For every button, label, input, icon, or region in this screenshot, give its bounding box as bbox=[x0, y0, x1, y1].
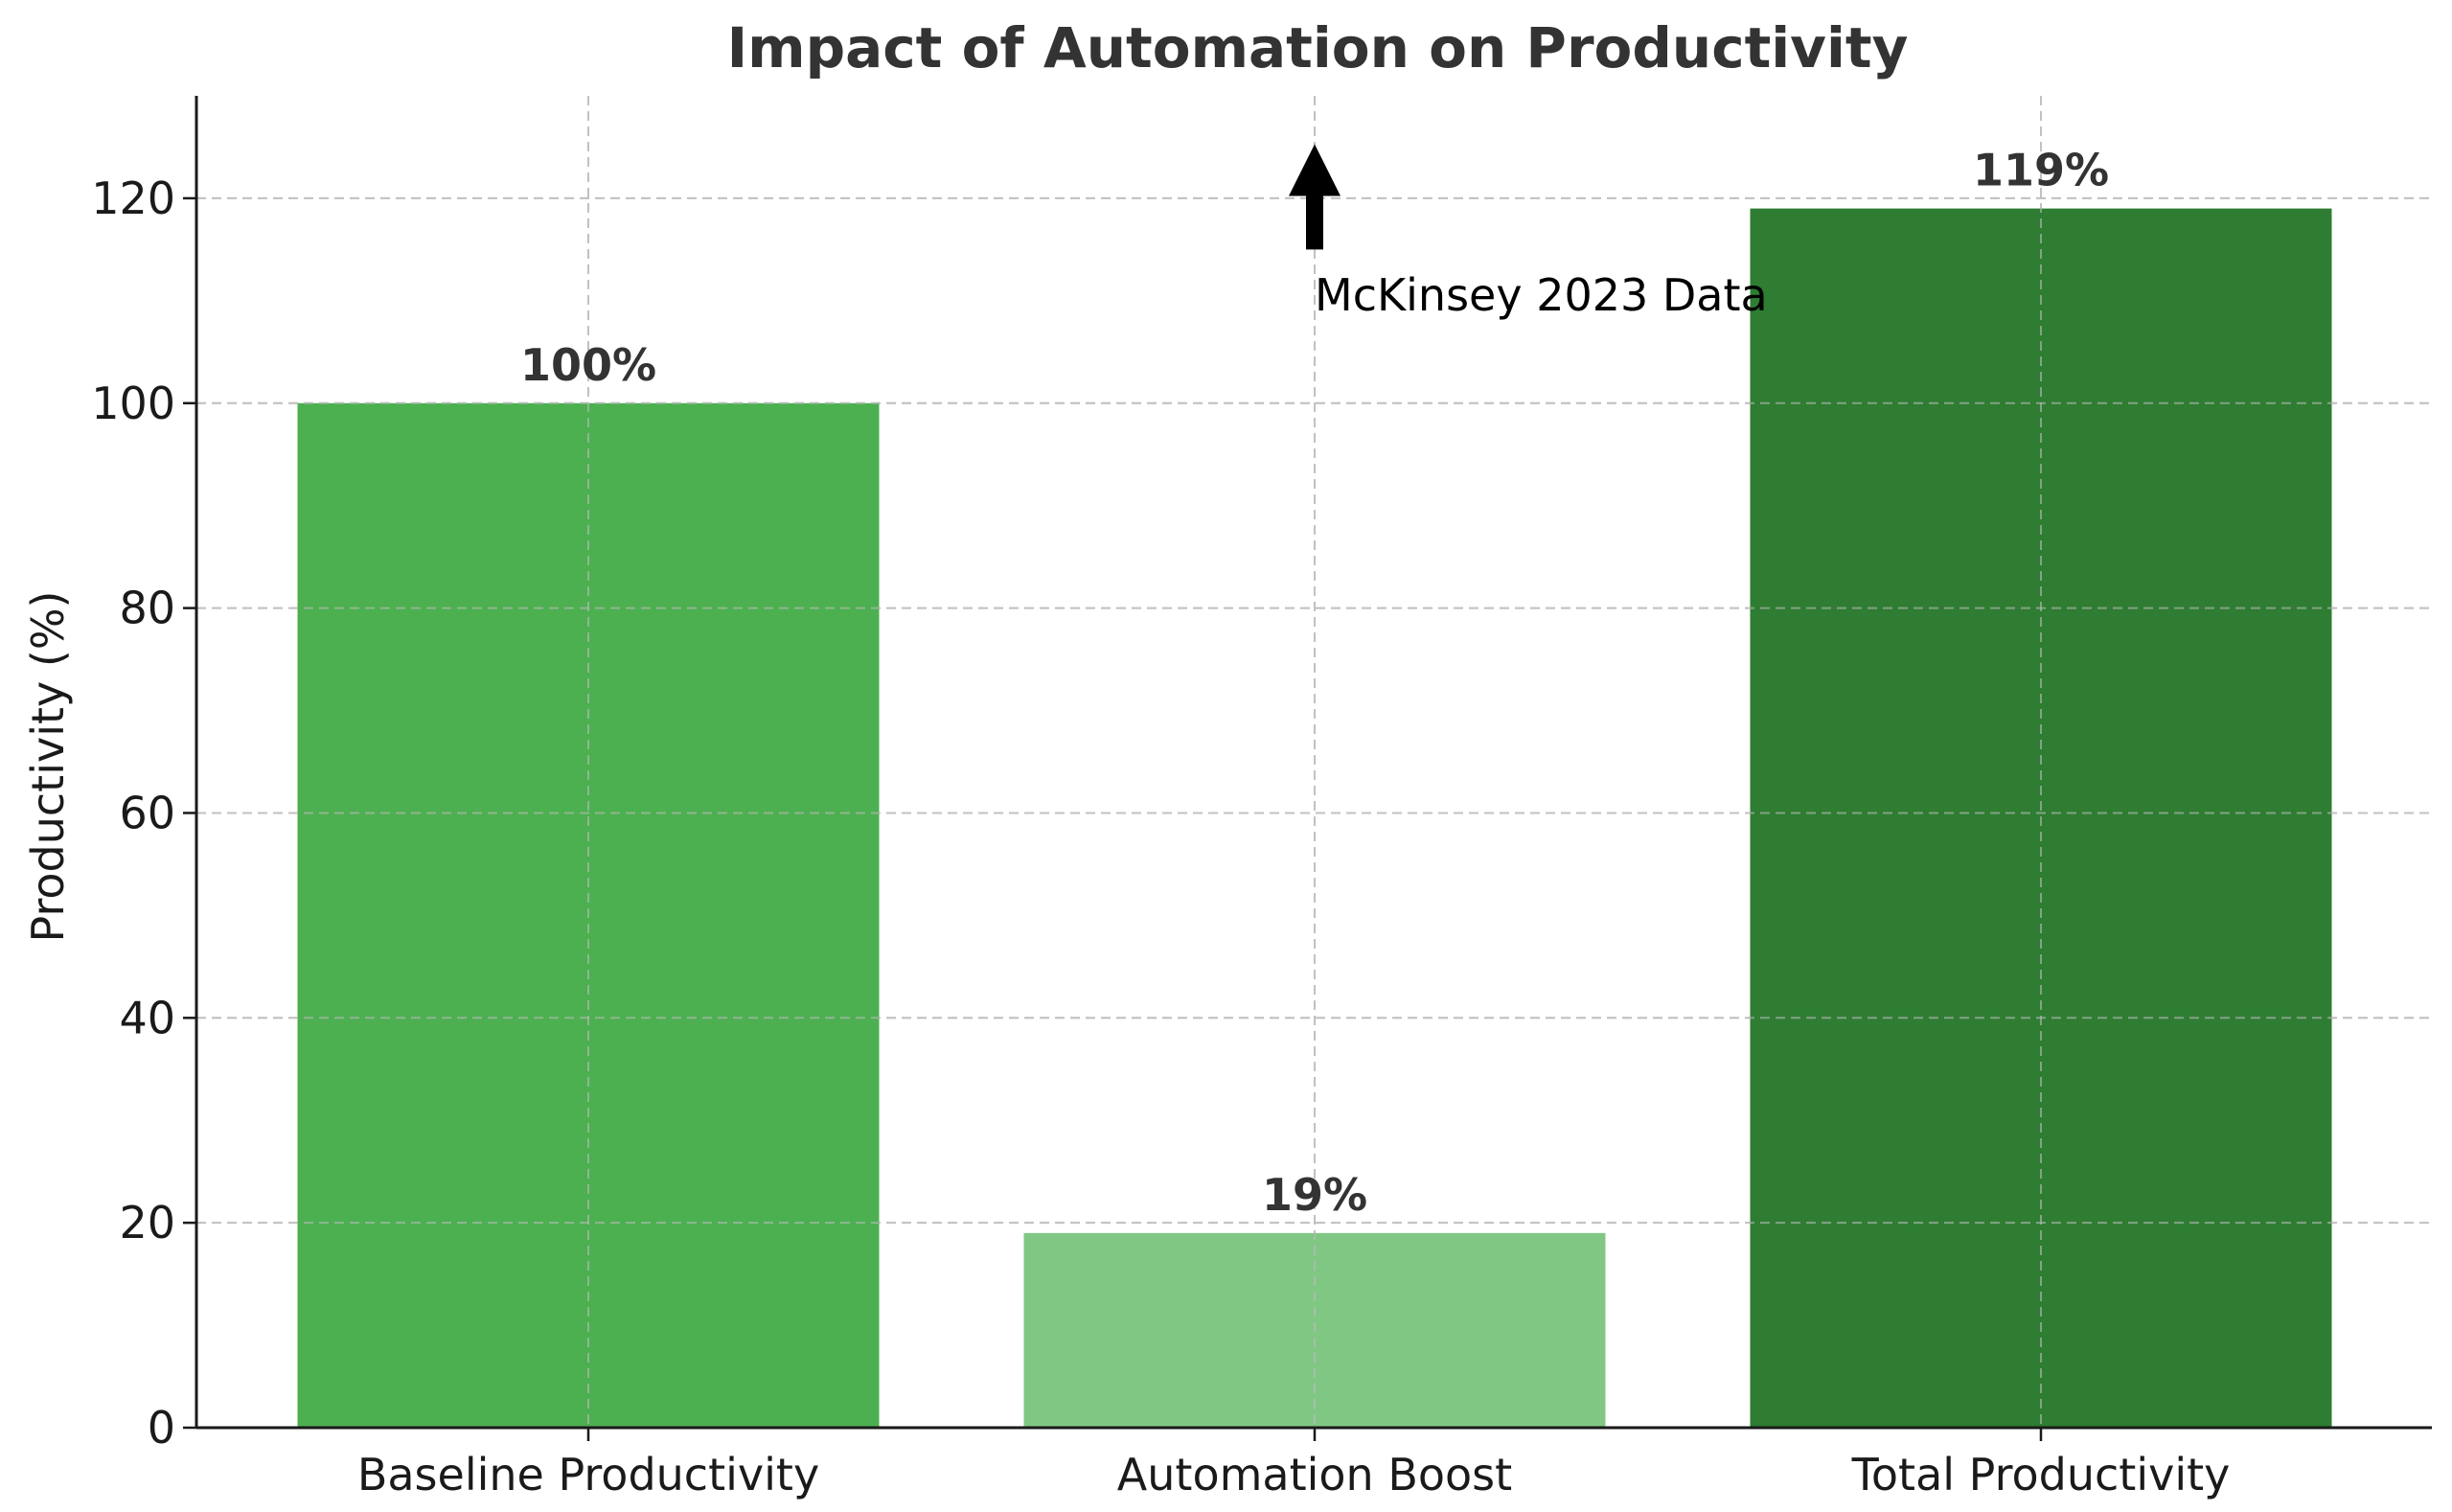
data-labels: 100% 19% 119% bbox=[520, 145, 2109, 1221]
annotation-arrow-head bbox=[1289, 144, 1341, 196]
annotation-arrow-shaft bbox=[1306, 194, 1323, 250]
x-tick-label: Baseline Productivity bbox=[357, 1449, 819, 1501]
y-tick-label: 60 bbox=[119, 787, 175, 838]
y-axis-label: Productivity (%) bbox=[22, 591, 74, 943]
chart-title: Impact of Automation on Productivity bbox=[727, 15, 1909, 80]
y-tick-label: 100 bbox=[91, 378, 175, 429]
data-label: 100% bbox=[520, 339, 656, 391]
x-tick-label: Automation Boost bbox=[1117, 1449, 1512, 1501]
axes bbox=[183, 96, 2432, 1441]
y-tick-label: 120 bbox=[91, 172, 175, 224]
data-label: 119% bbox=[1973, 145, 2109, 196]
data-label: 19% bbox=[1262, 1169, 1367, 1221]
annotation-text: McKinsey 2023 Data bbox=[1315, 269, 1768, 321]
y-tick-label: 0 bbox=[148, 1402, 175, 1454]
bars bbox=[196, 96, 2432, 1429]
tick-labels: 0 20 40 60 80 100 120 Baseline Productivity Auto… bbox=[91, 172, 2230, 1501]
y-tick-label: 40 bbox=[119, 992, 175, 1043]
y-tick-label: 80 bbox=[119, 583, 175, 634]
x-tick-label: Total Productivity bbox=[1851, 1449, 2231, 1501]
y-tick-label: 20 bbox=[119, 1197, 175, 1249]
annotation: McKinsey 2023 Data bbox=[1289, 144, 1768, 321]
